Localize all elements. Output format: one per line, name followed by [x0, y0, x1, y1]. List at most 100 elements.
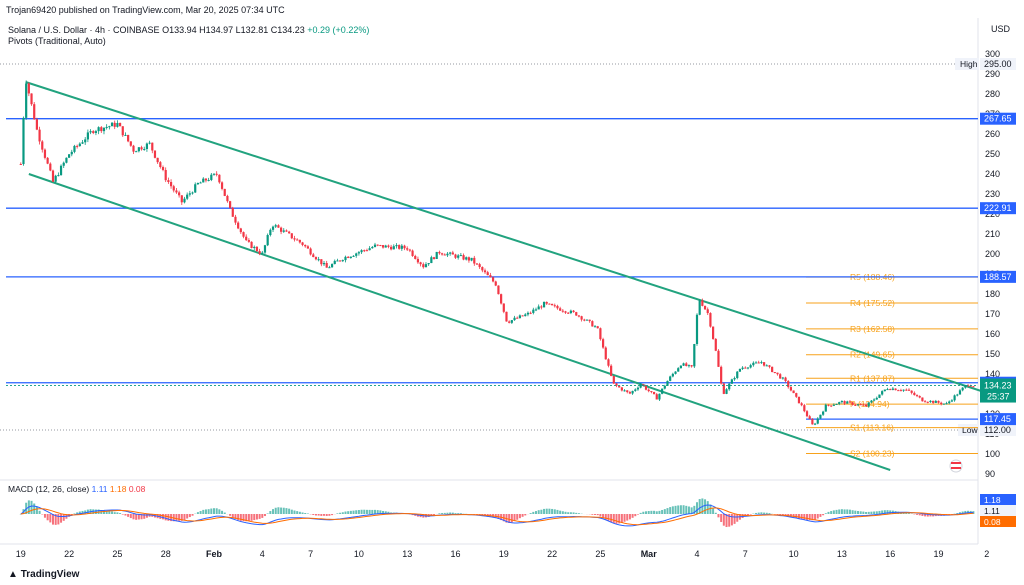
macd-histogram-bar — [822, 514, 825, 516]
macd-histogram-bar — [54, 514, 57, 525]
candle-body — [663, 385, 666, 389]
macd-histogram-bar — [725, 514, 728, 528]
macd-histogram-bar — [564, 511, 567, 514]
macd-histogram-bar — [196, 512, 199, 514]
candle-body — [746, 367, 750, 369]
candle-body — [650, 391, 653, 393]
candle-body — [851, 402, 854, 405]
macd-histogram-bar — [382, 510, 385, 514]
macd-histogram-bar — [84, 510, 87, 514]
price-tick: 300 — [985, 49, 1000, 59]
macd-histogram-bar — [137, 514, 140, 520]
candle-body — [695, 314, 699, 345]
macd-histogram-bar — [926, 514, 929, 517]
candle-body — [604, 347, 607, 360]
macd-histogram-bar — [929, 514, 932, 517]
macd-histogram-bar — [202, 509, 205, 514]
candle-body — [459, 255, 462, 257]
candle-body — [910, 390, 913, 393]
flag-stripe — [951, 462, 961, 464]
ohlc-close: C134.23 — [270, 25, 305, 35]
candle-body — [373, 244, 377, 248]
macd-histogram-bar — [162, 514, 165, 520]
candle-body — [175, 190, 178, 193]
candle-body — [339, 260, 342, 262]
macd-histogram-bar — [272, 509, 275, 514]
candle-body — [156, 157, 159, 163]
candle-body — [322, 263, 326, 265]
macd-histogram-bar — [188, 514, 191, 518]
candle-body — [451, 252, 454, 255]
candle-body — [741, 367, 744, 369]
candle-body — [269, 229, 272, 236]
histogram-value: 0.08 — [128, 484, 146, 494]
macd-histogram-bar — [127, 514, 130, 517]
ohlc-open: O133.94 — [162, 25, 197, 35]
candle-body — [462, 255, 465, 260]
macd-histogram-bar — [806, 514, 809, 520]
candle-body — [223, 188, 226, 196]
macd-histogram-bar — [140, 514, 143, 520]
macd-histogram-bar — [443, 512, 446, 514]
macd-histogram-bar — [596, 514, 599, 516]
candle-body — [862, 404, 865, 406]
macd-histogram-bar — [647, 511, 650, 514]
macd-histogram-bar — [204, 509, 207, 514]
candle-body — [779, 374, 782, 379]
candle-body — [754, 362, 758, 364]
macd-histogram-bar — [76, 512, 79, 514]
candle-body — [618, 385, 621, 388]
macd-histogram-bar — [650, 510, 653, 514]
candle-body — [870, 400, 873, 403]
candle-body — [792, 390, 795, 394]
macd-histogram-bar — [765, 512, 768, 514]
macd-histogram-bar — [312, 514, 315, 516]
candle-body — [234, 216, 237, 223]
macd-histogram-bar — [709, 504, 712, 514]
pivot-label-r3: R3 (162.58) — [850, 324, 895, 334]
macd-histogram-bar — [696, 502, 698, 514]
macd-histogram-bar — [73, 513, 76, 514]
candle-body — [491, 277, 495, 282]
candle-body — [918, 396, 921, 398]
candle-body — [266, 235, 269, 246]
macd-histogram-bar — [620, 514, 623, 523]
macd-histogram-bar — [666, 508, 669, 514]
macd-histogram-bar — [261, 514, 264, 518]
macd-histogram-bar — [521, 514, 524, 517]
macd-histogram-bar — [626, 514, 629, 521]
macd-legend[interactable]: MACD (12, 26, close) 1.11 1.18 0.08 — [8, 484, 145, 494]
candle-body — [929, 400, 932, 403]
macd-histogram-bar — [572, 512, 575, 514]
candle-body — [811, 419, 814, 425]
candle-body — [250, 241, 253, 249]
candle-body — [438, 251, 441, 254]
candle-body — [972, 386, 975, 388]
candle-body — [135, 151, 138, 153]
candle-body — [54, 175, 57, 182]
candle-body — [894, 388, 897, 391]
macd-histogram-bar — [669, 507, 672, 514]
candle-body — [30, 93, 33, 105]
macd-histogram-bar — [282, 507, 285, 514]
tradingview-logo[interactable]: ▲ TradingView — [8, 569, 79, 580]
candle-body — [285, 230, 288, 232]
macd-histogram-bar — [830, 511, 833, 514]
candle-body — [508, 321, 511, 323]
candle-body — [905, 389, 908, 391]
candle-body — [457, 255, 460, 258]
macd-histogram-bar — [545, 508, 548, 514]
candle-body — [835, 403, 838, 405]
macd-histogram-bar — [889, 510, 892, 514]
macd-histogram-bar — [639, 512, 642, 514]
macd-histogram-bar — [634, 514, 637, 517]
candle-body — [840, 401, 843, 403]
candle-body — [682, 363, 685, 366]
macd-histogram-bar — [631, 514, 634, 518]
pivots-indicator-label[interactable]: Pivots (Traditional, Auto) — [8, 36, 106, 46]
macd-histogram-bar — [510, 514, 513, 523]
candle-body — [247, 240, 250, 242]
candle-body — [239, 228, 242, 233]
symbol-legend[interactable]: Solana / U.S. Dollar · 4h · COINBASE O13… — [8, 25, 369, 35]
